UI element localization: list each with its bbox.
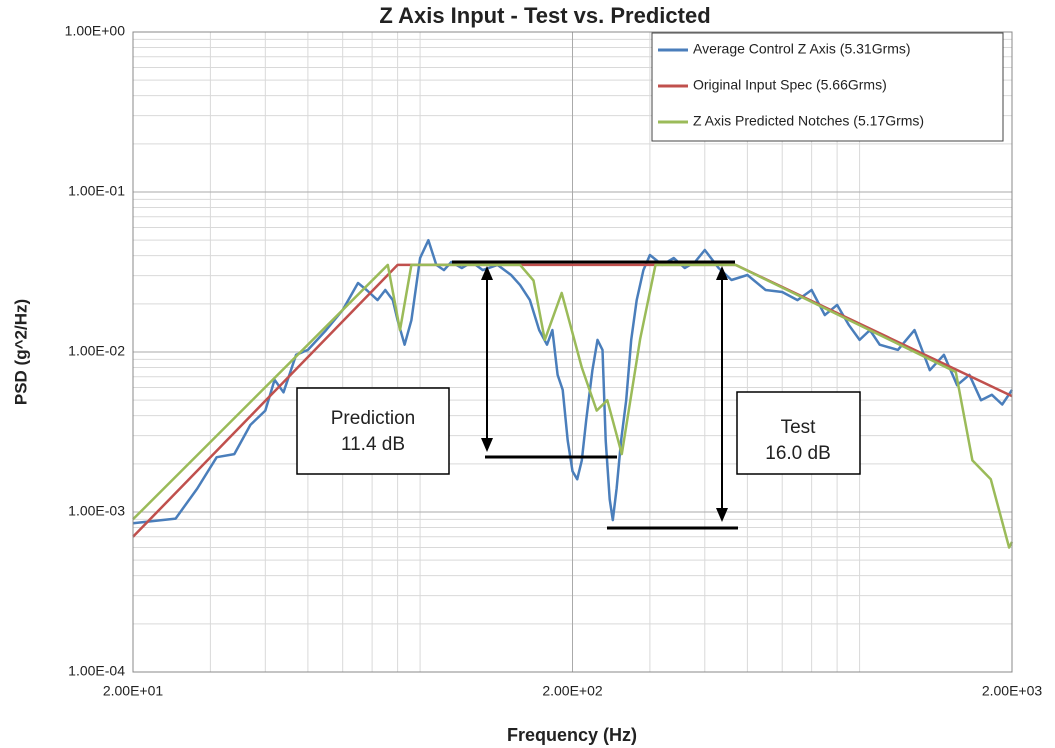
annotation-text: 16.0 dB — [765, 443, 831, 464]
annotation-text: Test — [781, 417, 817, 438]
x-axis-title: Frequency (Hz) — [507, 725, 637, 745]
x-tick-label: 2.00E+01 — [103, 683, 164, 699]
series-line — [132, 263, 1014, 549]
y-axis-title: PSD (g^2/Hz) — [11, 299, 30, 405]
x-tick-label: 2.00E+02 — [542, 683, 603, 699]
legend-label: Original Input Spec (5.66Grms) — [693, 77, 887, 93]
arrow-head — [481, 266, 493, 280]
annotation-text: Prediction — [331, 408, 416, 429]
series-lines — [132, 238, 1014, 549]
y-tick-label: 1.00E+00 — [65, 23, 126, 39]
y-tick-label: 1.00E-03 — [68, 503, 125, 519]
annotation-box — [296, 387, 450, 475]
y-tick-label: 1.00E-04 — [68, 663, 125, 679]
arrow-heads — [481, 266, 728, 522]
x-tick-label: 2.00E+03 — [982, 683, 1043, 699]
legend-label: Z Axis Predicted Notches (5.17Grms) — [693, 113, 924, 129]
legend-box — [651, 32, 1004, 142]
chart-title: Z Axis Input - Test vs. Predicted — [379, 3, 710, 28]
legend-label: Average Control Z Axis (5.31Grms) — [693, 41, 911, 57]
arrow-head — [716, 266, 728, 280]
legend: Average Control Z Axis (5.31Grms) Origina… — [651, 32, 1004, 142]
plot-frame — [132, 31, 1013, 673]
arrow-head — [481, 438, 493, 452]
annotation-lines — [452, 260, 738, 530]
series-line — [132, 263, 1013, 538]
arrow-head — [716, 508, 728, 522]
annotation-box — [736, 391, 861, 475]
annotation-text: 11.4 dB — [341, 434, 405, 455]
y-tick-label: 1.00E-02 — [68, 343, 125, 359]
y-tick-label: 1.00E-01 — [68, 183, 125, 199]
